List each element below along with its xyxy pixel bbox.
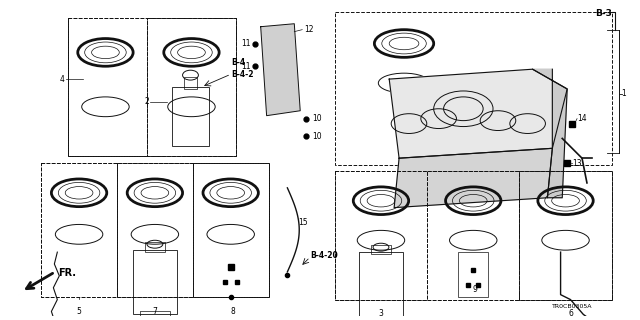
Text: B-4-20: B-4-20 — [310, 251, 338, 260]
Bar — [41, 163, 117, 297]
Text: 9: 9 — [473, 285, 477, 294]
Polygon shape — [394, 148, 552, 208]
Text: 7: 7 — [152, 307, 157, 316]
Bar — [172, 87, 209, 146]
Bar — [41, 163, 269, 297]
Bar — [140, 311, 170, 320]
Text: TR0CB0305A: TR0CB0305A — [552, 304, 593, 309]
Bar — [359, 252, 403, 320]
Text: 4: 4 — [60, 75, 65, 84]
Text: 6: 6 — [568, 309, 573, 318]
Text: B-4: B-4 — [231, 58, 245, 67]
Polygon shape — [389, 69, 567, 158]
Text: B-3: B-3 — [595, 9, 612, 18]
Text: FR.: FR. — [58, 268, 76, 278]
Bar — [458, 252, 488, 297]
Text: 15: 15 — [298, 218, 308, 227]
Bar — [184, 77, 197, 89]
Bar — [117, 163, 193, 297]
Text: 8: 8 — [230, 307, 235, 316]
Text: 10: 10 — [312, 114, 322, 123]
Text: 2: 2 — [144, 97, 149, 106]
Text: 10: 10 — [312, 132, 322, 141]
Text: 14: 14 — [577, 114, 587, 123]
Bar — [335, 171, 427, 300]
Text: 11: 11 — [241, 39, 251, 48]
Bar — [68, 18, 236, 156]
Bar — [371, 245, 391, 254]
Bar — [133, 250, 177, 315]
Text: 1: 1 — [621, 89, 627, 99]
Bar — [427, 171, 520, 300]
Text: B-4-2: B-4-2 — [231, 70, 253, 79]
Bar — [145, 242, 164, 252]
Text: 3: 3 — [378, 309, 383, 318]
Bar — [335, 171, 612, 300]
Bar — [68, 18, 147, 156]
Polygon shape — [532, 69, 567, 198]
Bar — [520, 171, 612, 300]
Bar — [147, 18, 236, 156]
Bar — [367, 319, 395, 320]
Text: 12: 12 — [304, 25, 314, 34]
Polygon shape — [260, 24, 300, 116]
Bar — [335, 12, 612, 165]
Bar — [193, 163, 269, 297]
Text: 13: 13 — [572, 159, 582, 168]
Text: 11: 11 — [241, 62, 251, 71]
Text: 5: 5 — [77, 307, 81, 316]
